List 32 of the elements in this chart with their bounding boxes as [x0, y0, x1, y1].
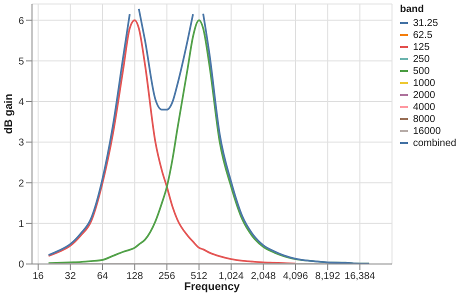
legend-label: 250 [413, 54, 430, 64]
y-tick-label: 2 [18, 178, 24, 190]
x-tick-label: 16 [32, 271, 44, 282]
x-tick-label: 256 [158, 271, 176, 282]
legend-label: 8000 [413, 114, 436, 124]
legend-title: band [400, 4, 425, 15]
legend-label: combined [413, 138, 456, 148]
y-tick-label: 3 [18, 138, 24, 149]
legend-label: 16000 [413, 126, 441, 136]
x-tick-label: 32 [64, 271, 76, 282]
legend-label: 1000 [413, 78, 436, 88]
x-tick-label: 4,096 [282, 271, 308, 282]
y-tick-label: 5 [18, 56, 24, 68]
x-tick-label: 128 [126, 271, 144, 282]
x-tick-label: 64 [96, 271, 109, 282]
y-tick-label: 6 [18, 16, 24, 27]
legend-label: 2000 [413, 90, 436, 100]
x-axis-title: Frequency [184, 281, 241, 293]
x-tick-label: 16,384 [344, 271, 376, 282]
y-tick-label: 4 [18, 97, 24, 108]
x-tick-label: 512 [190, 271, 208, 282]
y-tick-label: 1 [18, 218, 24, 230]
legend-label: 125 [413, 42, 430, 52]
y-tick-label: 0 [18, 260, 24, 271]
legend-label: 4000 [413, 102, 436, 112]
x-tick-label: 1,024 [218, 271, 244, 282]
legend-label: 31.25 [413, 18, 438, 28]
x-tick-label: 2,048 [250, 271, 276, 282]
legend-label: 500 [413, 66, 430, 76]
legend-label: 62.5 [413, 30, 432, 40]
y-axis-title: dB gain [2, 93, 15, 134]
x-tick-label: 8,192 [315, 271, 341, 282]
